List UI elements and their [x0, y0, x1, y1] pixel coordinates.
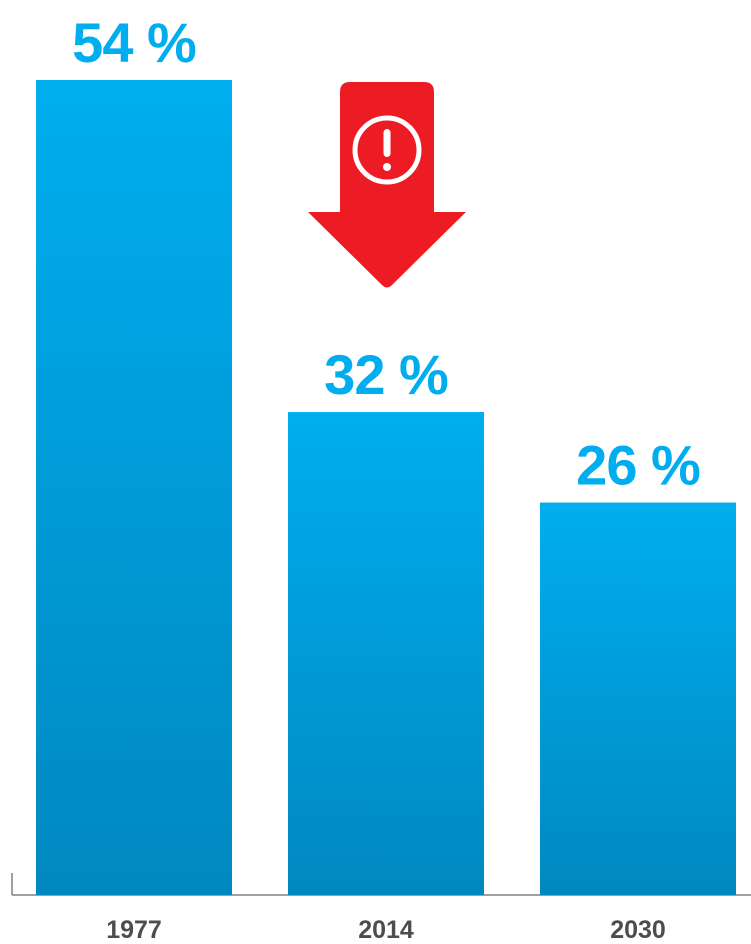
exclamation-circle-icon [352, 115, 422, 185]
value-label-1977: 54 % [72, 11, 196, 74]
category-label-2030: 2030 [610, 916, 666, 944]
value-label-2014: 32 % [324, 343, 448, 406]
category-label-1977: 1977 [106, 916, 162, 944]
bar-1977 [36, 80, 232, 895]
bar-2030 [540, 502, 736, 895]
bar-2014 [288, 412, 484, 895]
down-arrow-icon [308, 82, 466, 288]
value-label-2030: 26 % [576, 434, 700, 497]
category-label-2014: 2014 [358, 916, 414, 944]
